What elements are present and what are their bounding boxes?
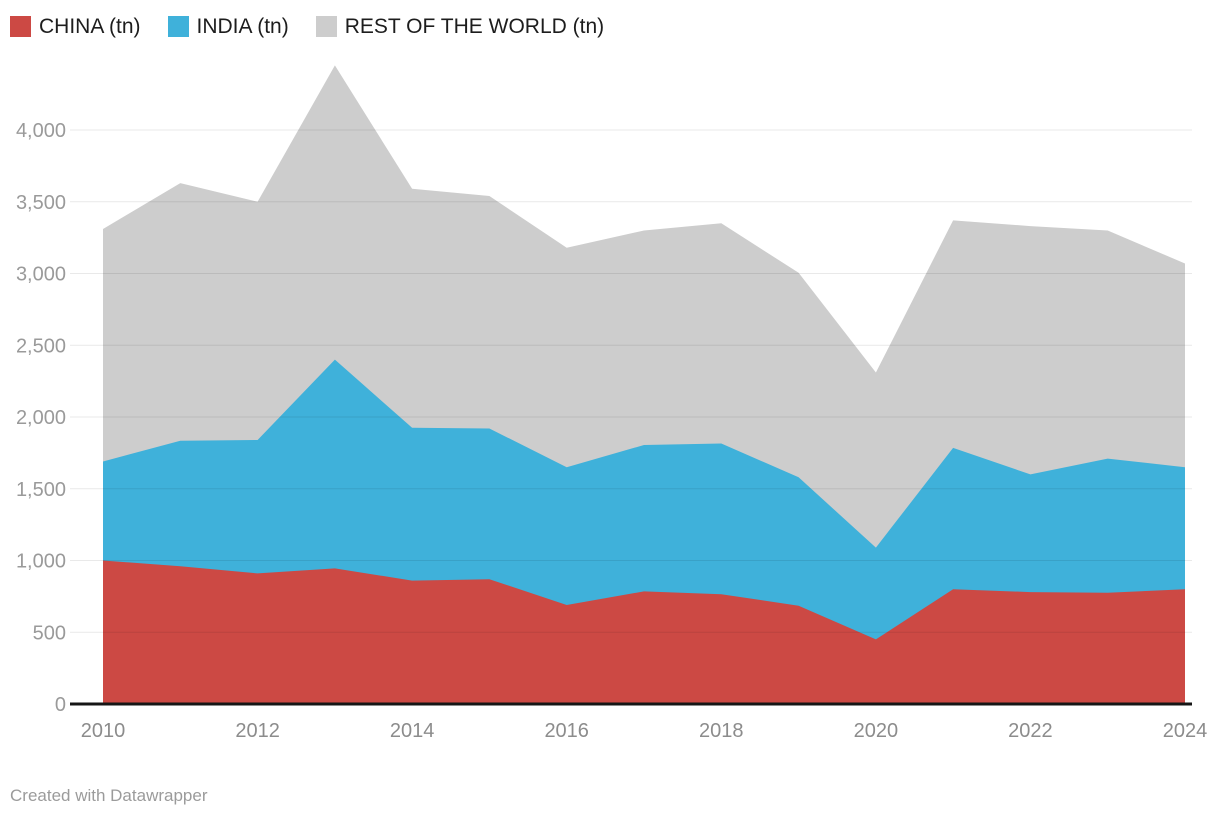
y-tick-label: 2,500 bbox=[16, 335, 66, 357]
legend-item-india: INDIA (tn) bbox=[167, 15, 289, 38]
x-tick-label: 2024 bbox=[1163, 720, 1208, 742]
y-tick-label: 1,500 bbox=[16, 479, 66, 501]
legend-item-china: CHINA (tn) bbox=[10, 16, 141, 37]
y-tick-label: 2,000 bbox=[16, 407, 66, 429]
legend-label-india: INDIA (tn) bbox=[196, 15, 289, 38]
y-tick-label: 4,000 bbox=[16, 120, 66, 142]
x-tick-label: 2010 bbox=[81, 720, 126, 742]
legend-label-rest-of-world: REST OF THE WORLD (tn) bbox=[344, 15, 605, 38]
datawrapper-credit[interactable]: Created with Datawrapper bbox=[10, 786, 208, 805]
x-tick-label: 2016 bbox=[544, 720, 589, 742]
y-tick-label: 1,000 bbox=[16, 551, 66, 573]
x-tick-label: 2018 bbox=[699, 720, 744, 742]
legend-swatch-china bbox=[10, 16, 31, 37]
legend-swatch-india bbox=[167, 16, 189, 37]
legend-label-china: CHINA (tn) bbox=[39, 15, 141, 38]
legend-item-rest-of-world: REST OF THE WORLD (tn) bbox=[315, 15, 605, 38]
x-tick-label: 2022 bbox=[1008, 720, 1053, 742]
x-tick-label: 2020 bbox=[854, 720, 899, 742]
area-china[interactable] bbox=[103, 560, 1185, 705]
y-tick-label: 500 bbox=[33, 622, 66, 644]
y-tick-label: 0 bbox=[55, 694, 66, 716]
x-tick-label: 2012 bbox=[235, 720, 280, 742]
legend-swatch-rest-of-world bbox=[315, 16, 337, 37]
y-tick-label: 3,000 bbox=[16, 264, 66, 286]
y-tick-label: 3,500 bbox=[16, 192, 66, 214]
legend: CHINA (tn) INDIA (tn) REST OF THE WORLD … bbox=[10, 16, 604, 37]
x-axis-line bbox=[70, 702, 1192, 706]
x-tick-label: 2014 bbox=[390, 720, 435, 742]
